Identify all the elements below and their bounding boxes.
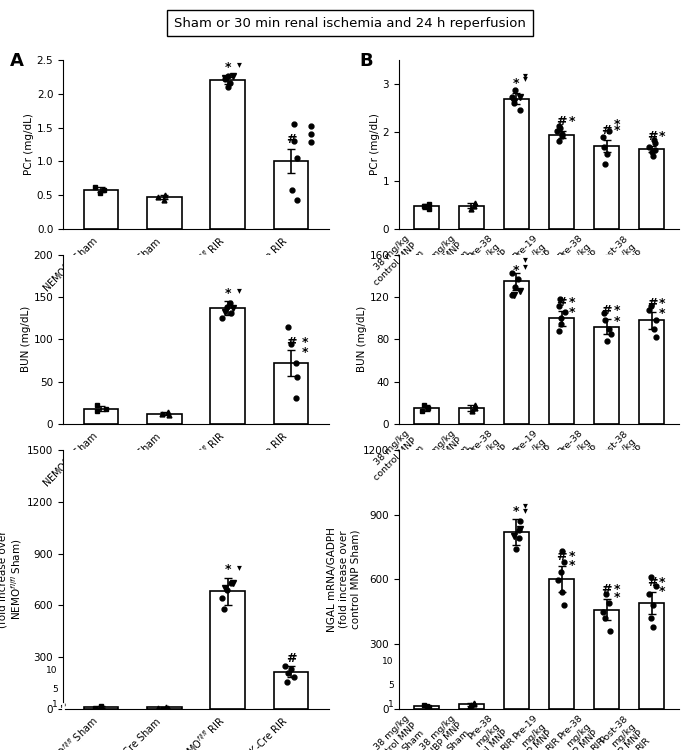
Bar	[550, 318, 574, 424]
Bar	[458, 704, 484, 709]
Bar	[414, 408, 438, 424]
Y-axis label: BUN (mg/dL): BUN (mg/dL)	[357, 306, 367, 373]
Bar	[210, 592, 245, 709]
Text: *: *	[659, 308, 665, 320]
Text: *: *	[225, 62, 231, 74]
Text: $\blacktriangledown$: $\blacktriangledown$	[522, 506, 529, 516]
Bar	[504, 532, 528, 709]
Text: $\blacktriangledown$: $\blacktriangledown$	[522, 70, 529, 81]
Text: *: *	[659, 576, 665, 589]
Y-axis label: NGAL mRNA/GADPH
(fold increase over
control MNP Sham): NGAL mRNA/GADPH (fold increase over cont…	[327, 527, 360, 632]
Text: 10: 10	[46, 666, 58, 675]
Bar	[414, 706, 438, 709]
Bar	[550, 135, 574, 229]
Text: *: *	[302, 336, 308, 349]
Bar	[414, 206, 438, 229]
Text: $\blacktriangledown$: $\blacktriangledown$	[236, 286, 242, 296]
Bar	[458, 408, 484, 424]
Bar	[147, 414, 182, 424]
Text: 1: 1	[52, 700, 58, 709]
Bar	[594, 146, 620, 229]
Y-axis label: PCr (mg/dL): PCr (mg/dL)	[370, 113, 380, 176]
Text: #: #	[601, 304, 612, 317]
Y-axis label: NGAL mRNA/GADPH
(fold increase over
NEMO$^{fl/fl}$ Sham): NGAL mRNA/GADPH (fold increase over NEMO…	[0, 527, 25, 632]
Text: #: #	[601, 583, 612, 596]
Bar	[458, 206, 484, 229]
Bar	[274, 672, 309, 709]
Text: A: A	[10, 52, 24, 70]
Text: *: *	[568, 296, 575, 309]
Text: *: *	[613, 118, 620, 130]
Text: *: *	[513, 505, 519, 518]
Bar	[147, 197, 182, 229]
Text: *: *	[302, 346, 308, 358]
Text: *: *	[613, 591, 620, 604]
Bar	[550, 579, 574, 709]
Text: #: #	[556, 550, 567, 563]
Text: 10: 10	[382, 657, 393, 666]
Text: 5: 5	[52, 686, 58, 694]
Text: *: *	[613, 315, 620, 328]
Text: *: *	[513, 264, 519, 278]
Text: $\blacktriangledown$: $\blacktriangledown$	[236, 60, 242, 70]
Text: 5: 5	[388, 680, 393, 689]
Text: *: *	[568, 306, 575, 320]
Bar	[640, 320, 664, 424]
Text: Sham or 30 min renal ischemia and 24 h reperfusion: Sham or 30 min renal ischemia and 24 h r…	[174, 16, 526, 30]
Text: #: #	[647, 130, 657, 143]
Text: *: *	[613, 304, 620, 317]
Text: #: #	[601, 124, 612, 137]
Bar	[274, 161, 309, 229]
Text: *: *	[659, 585, 665, 598]
Bar	[640, 603, 664, 709]
Text: #: #	[286, 336, 296, 349]
Text: $\blacktriangledown$: $\blacktriangledown$	[522, 74, 529, 85]
Text: *: *	[659, 297, 665, 310]
Text: #: #	[647, 297, 657, 310]
Text: *: *	[568, 116, 575, 128]
Text: #: #	[647, 576, 657, 589]
Text: *: *	[568, 559, 575, 572]
Text: *: *	[225, 563, 231, 576]
Bar	[83, 707, 118, 709]
Y-axis label: BUN (mg/dL): BUN (mg/dL)	[21, 306, 31, 373]
Bar	[504, 98, 528, 229]
Text: *: *	[613, 124, 620, 137]
Text: #: #	[286, 652, 296, 664]
Text: *: *	[513, 77, 519, 90]
Text: $\blacktriangledown$: $\blacktriangledown$	[522, 502, 529, 512]
Bar	[594, 610, 620, 709]
Text: B: B	[360, 52, 373, 70]
Bar	[210, 308, 245, 424]
Bar	[83, 409, 118, 424]
Text: $\blacktriangledown$: $\blacktriangledown$	[522, 256, 529, 266]
Text: #: #	[556, 116, 567, 128]
Text: *: *	[225, 286, 231, 300]
Text: *: *	[613, 583, 620, 596]
Bar	[640, 149, 664, 229]
Text: *: *	[568, 550, 575, 563]
Bar	[504, 281, 528, 424]
Text: #: #	[556, 296, 567, 309]
Bar	[594, 327, 620, 424]
Bar	[274, 363, 309, 424]
Y-axis label: PCr (mg/dL): PCr (mg/dL)	[24, 113, 34, 176]
Text: $\blacktriangledown$: $\blacktriangledown$	[236, 563, 242, 573]
Bar	[83, 190, 118, 229]
Bar	[147, 707, 182, 709]
Text: #: #	[286, 134, 296, 146]
Text: *: *	[659, 130, 665, 143]
Text: 1: 1	[388, 700, 393, 709]
Bar	[210, 80, 245, 229]
Text: $\blacktriangledown$: $\blacktriangledown$	[522, 262, 529, 272]
